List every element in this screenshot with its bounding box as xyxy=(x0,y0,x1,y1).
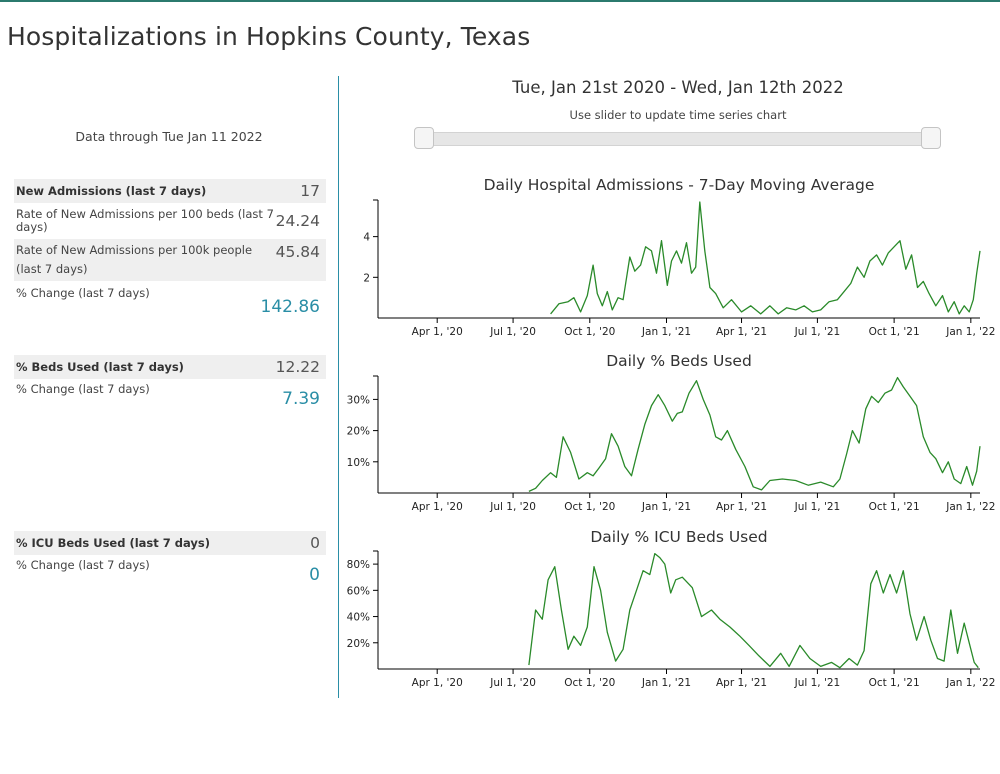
stat-value: 0 xyxy=(309,565,320,585)
data-through-label: Data through Tue Jan 11 2022 xyxy=(75,129,263,144)
x-tick-label: Apr 1, '20 xyxy=(412,677,463,689)
stat-value: 17 xyxy=(300,182,320,200)
stat-row-icu-change: % Change (last 7 days) 0 xyxy=(14,558,326,586)
series-line xyxy=(528,376,981,492)
x-tick-label: Jan 1, '21 xyxy=(641,677,691,689)
stat-value: 24.24 xyxy=(275,212,320,230)
x-tick-label: Apr 1, '20 xyxy=(412,501,463,513)
x-tick-label: Apr 1, '21 xyxy=(716,326,767,338)
stat-label: % ICU Beds Used (last 7 days) xyxy=(16,535,210,550)
x-tick-label: Oct 1, '20 xyxy=(564,326,615,338)
slider-start-handle[interactable] xyxy=(414,127,434,149)
chart-title: Daily % ICU Beds Used xyxy=(590,528,767,546)
x-tick-label: Jul 1, '20 xyxy=(489,501,536,513)
y-tick-label: 20% xyxy=(347,426,370,438)
stat-value: 45.84 xyxy=(275,243,320,261)
stat-value: 12.22 xyxy=(275,358,320,376)
x-tick-label: Jan 1, '22 xyxy=(945,326,995,338)
panel-divider xyxy=(338,76,339,698)
y-tick-label: 10% xyxy=(347,457,370,469)
x-tick-label: Oct 1, '21 xyxy=(869,326,920,338)
x-tick-label: Jul 1, '20 xyxy=(489,326,536,338)
stat-label: Rate of New Admissions per 100 beds (las… xyxy=(16,207,274,234)
time-range-title: Tue, Jan 21st 2020 - Wed, Jan 12th 2022 xyxy=(512,78,844,97)
x-tick-label: Jul 1, '21 xyxy=(794,326,841,338)
x-tick-label: Jan 1, '21 xyxy=(641,501,691,513)
x-tick-label: Jul 1, '21 xyxy=(794,677,841,689)
slider-end-handle[interactable] xyxy=(921,127,941,149)
x-tick-label: Jul 1, '21 xyxy=(794,501,841,513)
stat-row-new-admissions: New Admissions (last 7 days) 17 xyxy=(14,179,326,203)
x-tick-label: Apr 1, '20 xyxy=(412,326,463,338)
stat-value: 7.39 xyxy=(282,389,320,409)
x-tick-label: Oct 1, '20 xyxy=(564,501,615,513)
x-tick-label: Oct 1, '20 xyxy=(564,677,615,689)
stat-row-icu-beds-used: % ICU Beds Used (last 7 days) 0 xyxy=(14,531,326,555)
slider-hint: Use slider to update time series chart xyxy=(569,108,787,122)
y-tick-label: 40% xyxy=(347,612,370,624)
y-tick-label: 60% xyxy=(347,585,370,597)
y-tick-label: 20% xyxy=(347,638,370,650)
top-accent-line xyxy=(0,0,1000,2)
stat-row-rate-per-100k: Rate of New Admissions per 100k people (… xyxy=(14,239,326,281)
stat-label: Rate of New Admissions per 100k people (… xyxy=(16,243,253,276)
chart-title: Daily Hospital Admissions - 7-Day Moving… xyxy=(484,176,875,194)
stat-label: % Change (last 7 days) xyxy=(16,382,150,396)
y-tick-label: 30% xyxy=(347,394,370,406)
y-tick-label: 80% xyxy=(347,559,370,571)
stat-row-beds-used: % Beds Used (last 7 days) 12.22 xyxy=(14,355,326,379)
chart-title: Daily % Beds Used xyxy=(606,352,752,370)
x-tick-label: Jan 1, '21 xyxy=(641,326,691,338)
stat-row-beds-change: % Change (last 7 days) 7.39 xyxy=(14,382,326,410)
x-tick-label: Jul 1, '20 xyxy=(489,677,536,689)
stat-label: % Change (last 7 days) xyxy=(16,286,150,300)
series-line xyxy=(550,201,981,315)
y-tick-label: 4 xyxy=(363,232,370,244)
stat-label: % Change (last 7 days) xyxy=(16,558,150,572)
stat-row-rate-per-100-beds: Rate of New Admissions per 100 beds (las… xyxy=(14,206,326,236)
y-tick-label: 2 xyxy=(363,272,370,284)
stat-label: % Beds Used (last 7 days) xyxy=(16,359,184,374)
series-line xyxy=(528,552,979,669)
x-tick-label: Oct 1, '21 xyxy=(869,677,920,689)
page-title: Hospitalizations in Hopkins County, Texa… xyxy=(7,22,531,51)
x-tick-label: Jan 1, '22 xyxy=(945,501,995,513)
stat-value: 0 xyxy=(310,534,320,552)
x-tick-label: Apr 1, '21 xyxy=(716,501,767,513)
x-tick-label: Oct 1, '21 xyxy=(869,501,920,513)
stat-row-admissions-change: % Change (last 7 days) 142.86 xyxy=(14,286,326,318)
x-tick-label: Apr 1, '21 xyxy=(716,677,767,689)
stat-value: 142.86 xyxy=(260,297,320,317)
stat-label: New Admissions (last 7 days) xyxy=(16,183,207,198)
x-tick-label: Jan 1, '22 xyxy=(945,677,995,689)
